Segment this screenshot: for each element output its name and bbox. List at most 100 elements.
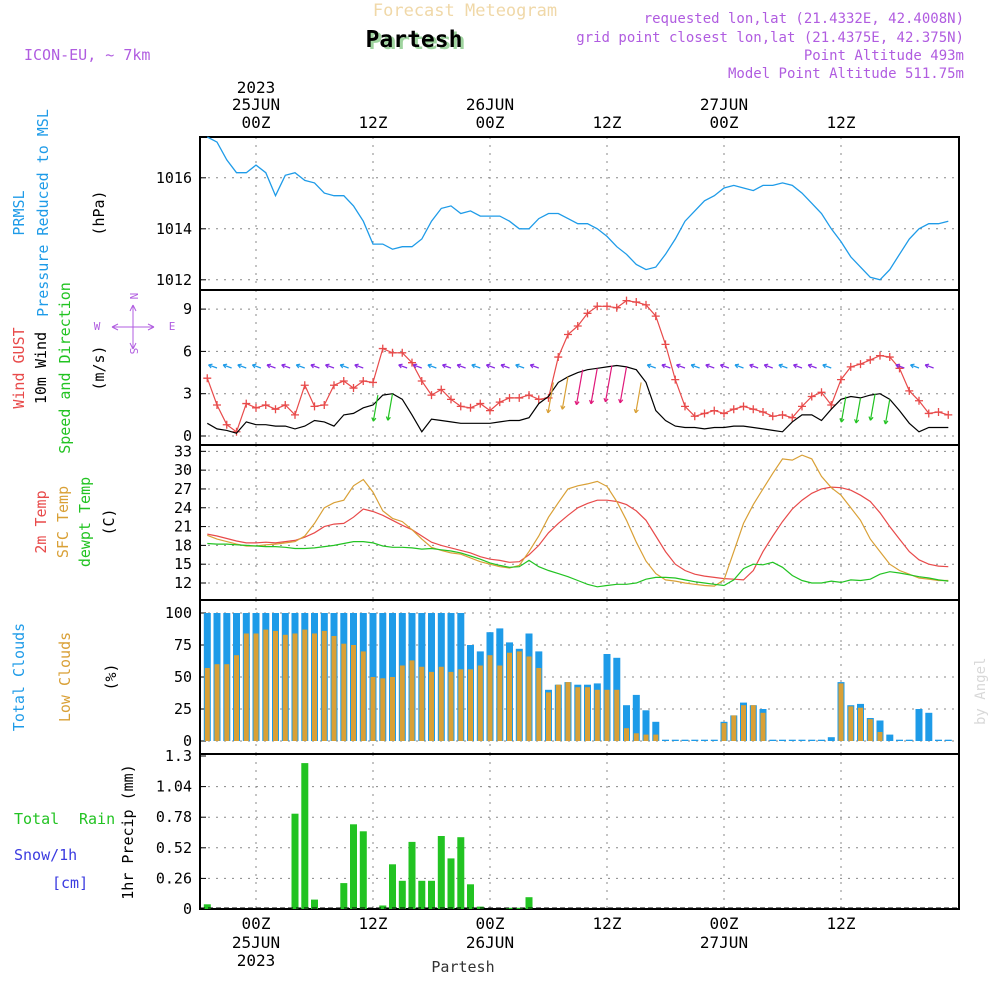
wind-arrow — [561, 376, 569, 410]
y-tick-label: 15 — [174, 555, 192, 573]
y-tick-label: 25 — [174, 700, 192, 718]
wind-arrow — [486, 364, 496, 369]
gust-point — [525, 391, 533, 400]
gust-point — [261, 400, 270, 409]
low-cloud-bar — [351, 645, 356, 741]
gust-point — [700, 409, 709, 418]
cloud-unit-label: (%) — [102, 663, 120, 690]
wind-arrowhead — [734, 363, 740, 369]
wind-arrowhead — [546, 408, 552, 414]
gust-point — [456, 402, 465, 411]
bottom-date-label: 25JUN — [232, 933, 280, 952]
top-time-label: 12Z — [593, 113, 622, 132]
station-title: Partesh — [366, 27, 463, 53]
y-tick-label: 3 — [183, 385, 192, 403]
gust-point — [944, 410, 953, 419]
wind-arrowhead — [251, 363, 257, 369]
wind-arrowhead — [471, 363, 476, 369]
gust-point — [632, 298, 641, 307]
total-cloud-bar — [896, 739, 903, 741]
compass-south-label: S — [127, 348, 140, 355]
rain-bar — [437, 836, 445, 909]
low-cloud-bar — [409, 660, 415, 741]
low-cloud-bar — [760, 712, 766, 741]
gust-point — [242, 399, 251, 408]
gust-point — [564, 330, 572, 339]
wind-label: 10m Wind — [32, 332, 50, 404]
rain-bar — [418, 880, 426, 909]
wind-arrow — [661, 364, 671, 369]
y-tick-label: 0.26 — [156, 869, 192, 887]
compass-east-label: E — [169, 320, 176, 333]
dewpt-label: dewpt Temp — [76, 477, 94, 567]
wind-arrow — [924, 364, 934, 369]
total-cloud-bar — [818, 739, 825, 741]
total-cloud-bar — [632, 694, 640, 741]
top-time-label: 00Z — [242, 113, 271, 132]
wind-arrowhead — [339, 363, 345, 369]
wind-arrow — [325, 364, 335, 369]
gust-point — [885, 353, 894, 362]
low-cloud-bar — [419, 666, 425, 741]
gust-point — [778, 410, 787, 419]
y-tick-label: 0 — [183, 732, 192, 750]
bottom-time-label: 12Z — [593, 914, 622, 933]
wind-arrowhead — [281, 363, 286, 369]
pressure-line — [206, 136, 949, 281]
gust-point — [300, 381, 309, 390]
wind-arrowhead — [854, 419, 860, 424]
gust-line — [206, 299, 949, 433]
gust-point — [320, 400, 329, 409]
y-tick-label: 27 — [174, 480, 192, 498]
wind-arrow — [252, 364, 262, 369]
panel-frame — [199, 753, 960, 910]
wind-arrow — [339, 364, 349, 369]
low-cloud-bar — [390, 677, 395, 741]
gust-point — [583, 309, 592, 318]
wind-arrow — [604, 365, 613, 403]
rain-bar — [389, 864, 396, 909]
wind-arrow — [822, 364, 832, 369]
rain-bar — [301, 763, 309, 909]
low-cloud-bar — [224, 664, 230, 741]
precip-unit-label: 1hr Precip (mm) — [119, 764, 137, 899]
panel-frame — [199, 136, 960, 291]
wind-arrow — [354, 364, 364, 369]
low-cloud-bar — [750, 705, 756, 741]
low-cloud-bar — [565, 682, 571, 741]
panel-frame — [199, 444, 960, 601]
bottom-time-label: 00Z — [242, 914, 271, 933]
gust-point — [603, 302, 611, 311]
wind-arrow — [855, 397, 862, 424]
total-cloud-bar — [671, 739, 679, 741]
y-tick-label: 1.04 — [156, 778, 192, 796]
total-cloud-bar — [827, 737, 835, 741]
gust-point — [339, 377, 348, 386]
gust-point — [866, 355, 875, 364]
rain-bar — [340, 883, 348, 909]
low-cloud-bar — [321, 630, 327, 741]
wind-arrowhead — [310, 363, 315, 369]
requested-coords: requested lon,lat (21.4332E, 42.4008N) — [644, 11, 964, 27]
wind-arrow — [619, 366, 628, 403]
gust-point — [710, 406, 719, 415]
wind-arrowhead — [385, 416, 391, 421]
gust-point — [232, 427, 241, 436]
wind-arrowhead — [427, 363, 432, 369]
wind-arrow — [575, 369, 584, 405]
wind-arrowhead — [500, 363, 506, 369]
dewpt-line — [207, 540, 949, 588]
low-cloud-bar — [594, 689, 600, 741]
wind-arrow — [398, 364, 408, 369]
low-cloud-bar — [370, 677, 376, 741]
compass-rose-icon — [111, 304, 155, 350]
low-cloud-bar — [721, 723, 727, 741]
rain-bar — [408, 841, 416, 909]
rain-bar — [398, 880, 406, 909]
bottom-date-label: 27JUN — [700, 933, 748, 952]
gust-point — [837, 375, 845, 384]
gust-point — [369, 378, 377, 387]
total-cloud-bar — [925, 712, 933, 741]
wind-arrowhead — [705, 363, 710, 369]
